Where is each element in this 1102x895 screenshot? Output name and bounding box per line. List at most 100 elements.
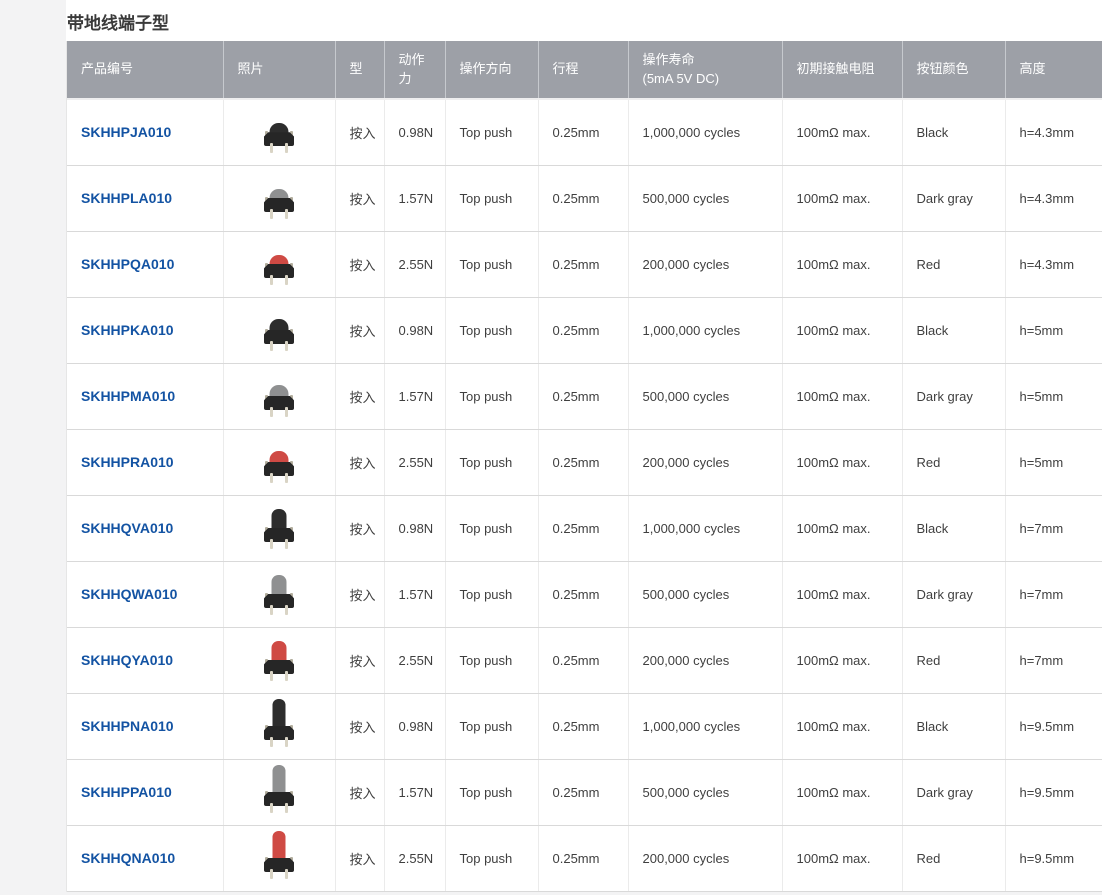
type-cell: 按入 [335, 759, 385, 826]
height-cell: h=5mm [1005, 363, 1102, 430]
product-code-link[interactable]: SKHHQWA010 [81, 586, 178, 602]
life-cell: 200,000 cycles [628, 231, 783, 298]
switch-body [264, 594, 294, 608]
tact-switch-photo [256, 831, 302, 882]
switch-body [264, 792, 294, 806]
product-code-link[interactable]: SKHHPMA010 [81, 388, 176, 404]
height-cell: h=7mm [1005, 561, 1102, 628]
travel-cell: 0.25mm [538, 231, 629, 298]
table-row: SKHHPKA010 按入 0.98N Top push 0.25mm 1,00… [67, 297, 1102, 364]
col-header-direction: 操作方向 [445, 41, 539, 100]
height-cell: h=5mm [1005, 297, 1102, 364]
tact-switch-photo [256, 174, 302, 222]
travel-cell: 0.25mm [538, 693, 629, 760]
resistance-cell: 100mΩ max. [782, 297, 903, 364]
col-header-height: 高度 [1005, 41, 1102, 100]
product-code-cell: SKHHPPA010 [67, 759, 224, 826]
tact-switch-photo [256, 570, 302, 618]
photo-cell [223, 627, 336, 694]
product-code-link[interactable]: SKHHQNA010 [81, 850, 176, 866]
button-color-cell: Red [902, 231, 1006, 298]
resistance-cell: 100mΩ max. [782, 825, 903, 892]
product-code-link[interactable]: SKHHQYA010 [81, 652, 174, 668]
switch-leg [270, 473, 273, 483]
force-cell: 1.57N [384, 165, 446, 232]
product-code-link[interactable]: SKHHQVA010 [81, 520, 174, 536]
product-code-cell: SKHHPJA010 [67, 99, 224, 166]
switch-body [264, 660, 294, 674]
travel-cell: 0.25mm [538, 297, 629, 364]
height-cell: h=5mm [1005, 429, 1102, 496]
product-table-wrapper: 产品编号 照片 型 动作力 操作方向 行程 操作寿命 (5mA 5V DC) 初期… [66, 41, 1102, 892]
direction-cell: Top push [445, 495, 539, 562]
col-header-product-code: 产品编号 [67, 41, 224, 100]
resistance-cell: 100mΩ max. [782, 495, 903, 562]
table-row: SKHHPJA010 按入 0.98N Top push 0.25mm 1,00… [67, 99, 1102, 166]
force-cell: 1.57N [384, 363, 446, 430]
table-row: SKHHQVA010 按入 0.98N Top push 0.25mm 1,00… [67, 495, 1102, 562]
life-cell: 500,000 cycles [628, 165, 783, 232]
photo-cell [223, 231, 336, 298]
button-color-cell: Red [902, 627, 1006, 694]
switch-cap [272, 699, 286, 733]
table-row: SKHHPQA010 按入 2.55N Top push 0.25mm 200,… [67, 231, 1102, 298]
page-title: 带地线端子型 [67, 14, 169, 33]
resistance-cell: 100mΩ max. [782, 561, 903, 628]
col-header-life-sub: (5mA 5V DC) [642, 70, 720, 86]
table-header-row: 产品编号 照片 型 动作力 操作方向 行程 操作寿命 (5mA 5V DC) 初期… [67, 41, 1102, 100]
col-header-life-label: 操作寿命 [642, 51, 695, 67]
table-row: SKHHQNA010 按入 2.55N Top push 0.25mm 200,… [67, 825, 1102, 892]
table-row: SKHHPMA010 按入 1.57N Top push 0.25mm 500,… [67, 363, 1102, 430]
photo-cell [223, 99, 336, 166]
force-cell: 2.55N [384, 429, 446, 496]
direction-cell: Top push [445, 429, 539, 496]
force-cell: 0.98N [384, 99, 446, 166]
product-code-link[interactable]: SKHHPKA010 [81, 322, 174, 338]
direction-cell: Top push [445, 825, 539, 892]
col-header-resistance: 初期接触电阻 [782, 41, 903, 100]
height-cell: h=9.5mm [1005, 693, 1102, 760]
switch-leg [285, 275, 288, 285]
switch-leg [270, 143, 273, 154]
switch-leg [270, 407, 273, 417]
type-cell: 按入 [335, 429, 385, 496]
switch-leg [285, 671, 288, 681]
product-code-link[interactable]: SKHHPJA010 [81, 124, 172, 141]
resistance-cell: 100mΩ max. [782, 627, 903, 694]
life-cell: 1,000,000 cycles [628, 99, 783, 166]
photo-cell [223, 693, 336, 760]
table-row: SKHHPRA010 按入 2.55N Top push 0.25mm 200,… [67, 429, 1102, 496]
product-code-link[interactable]: SKHHPNA010 [81, 718, 174, 734]
switch-leg [285, 143, 288, 154]
button-color-cell: Dark gray [902, 561, 1006, 628]
product-code-link[interactable]: SKHHPLA010 [81, 190, 173, 206]
type-cell: 按入 [335, 363, 385, 430]
product-code-link[interactable]: SKHHPQA010 [81, 256, 175, 272]
photo-cell [223, 165, 336, 232]
button-color-cell: Black [902, 297, 1006, 364]
type-cell: 按入 [335, 297, 385, 364]
tact-switch-photo [256, 438, 302, 486]
button-color-cell: Dark gray [902, 165, 1006, 232]
direction-cell: Top push [445, 231, 539, 298]
photo-cell [223, 297, 336, 364]
col-header-travel: 行程 [538, 41, 629, 100]
switch-body [264, 330, 294, 344]
product-code-cell: SKHHPRA010 [67, 429, 224, 496]
resistance-cell: 100mΩ max. [782, 693, 903, 760]
switch-body [264, 396, 294, 410]
switch-body [264, 528, 294, 542]
type-cell: 按入 [335, 561, 385, 628]
product-code-link[interactable]: SKHHPRA010 [81, 454, 174, 470]
button-color-cell: Red [902, 429, 1006, 496]
height-cell: h=4.3mm [1005, 165, 1102, 232]
switch-leg [270, 539, 273, 549]
switch-leg [270, 209, 273, 219]
life-cell: 500,000 cycles [628, 561, 783, 628]
direction-cell: Top push [445, 99, 539, 166]
force-cell: 0.98N [384, 693, 446, 760]
product-code-cell: SKHHPQA010 [67, 231, 224, 298]
product-code-link[interactable]: SKHHPPA010 [81, 784, 172, 800]
switch-cap [272, 831, 286, 865]
switch-leg [285, 605, 288, 615]
